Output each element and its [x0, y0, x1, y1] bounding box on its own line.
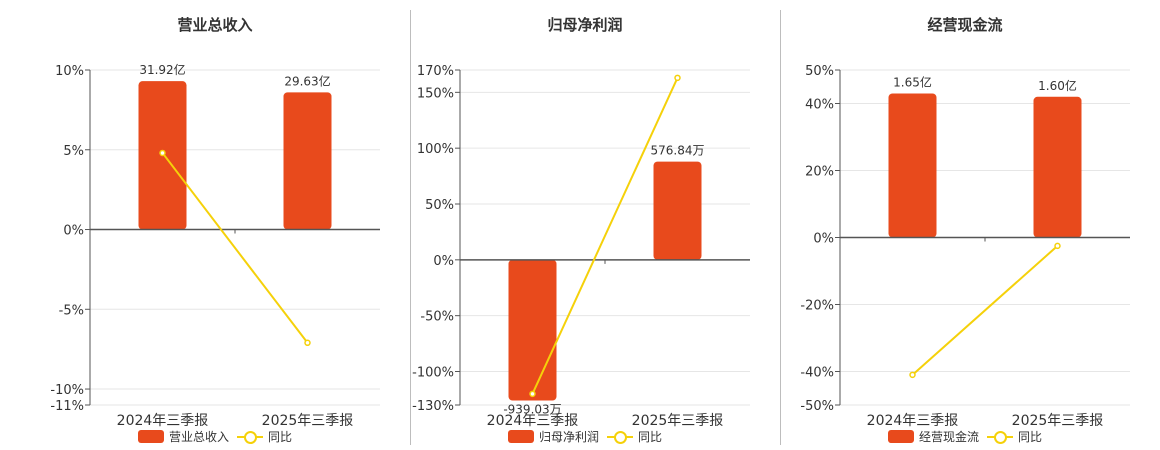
panel-divider [780, 10, 781, 445]
y-tick-label: -5% [59, 303, 84, 318]
y-tick-label: 0% [813, 232, 834, 247]
bar [508, 259, 557, 401]
y-tick-label: 5% [63, 144, 84, 159]
y-tick-label: -50% [420, 310, 454, 325]
bar [653, 161, 702, 260]
chart-panel-net-profit: 归母净利润 170% 150% 100% 50% 0% -50% -100% -130% -93… [400, 0, 770, 450]
bar-data-label: 1.65亿 [893, 74, 932, 89]
legend-line-label: 同比 [638, 430, 663, 444]
x-category-label: 2025年三季报 [1012, 413, 1104, 429]
y-tick-label: 100% [417, 142, 454, 157]
x-category-label: 2024年三季报 [487, 413, 579, 429]
y-tick-label: -40% [800, 366, 834, 381]
legend-line-swatch [237, 430, 263, 444]
legend-bar-label: 归母净利润 [538, 430, 599, 444]
legend-bar-swatch [137, 430, 164, 443]
y-tick-label: 0% [63, 224, 84, 239]
chart-net-profit: 170% 150% 100% 50% 0% -50% -100% -130% -939.03万 5… [412, 64, 750, 429]
legend: 营业总收入 同比 [30, 428, 400, 445]
legend-bar-swatch [887, 430, 914, 443]
y-tick-label: 170% [417, 64, 454, 79]
y-tick-label: 150% [417, 86, 454, 101]
legend-item-bar[interactable]: 营业总收入 [137, 428, 229, 445]
legend-item-bar[interactable]: 经营现金流 [887, 428, 979, 445]
y-tick-label: -11% [50, 399, 84, 414]
y-tick-label: -50% [800, 399, 834, 414]
bar [283, 92, 332, 230]
x-category-label: 2025年三季报 [262, 413, 354, 429]
y-tick-label: 40% [805, 98, 834, 113]
chart-title: 归母净利润 [547, 16, 623, 34]
x-category-label: 2024年三季报 [867, 413, 959, 429]
yoy-line [911, 245, 1059, 376]
bar [1033, 96, 1082, 238]
x-category-label: 2025年三季报 [632, 413, 724, 429]
legend: 经营现金流 同比 [780, 428, 1150, 445]
legend-item-line[interactable]: 同比 [607, 428, 662, 445]
bar-data-label: -939.03万 [503, 403, 561, 417]
bar-data-label: 29.63亿 [284, 73, 330, 88]
chart-title: 营业总收入 [177, 16, 253, 34]
y-tick-label: 20% [805, 165, 834, 180]
chart-cash-flow: 50% 40% 20% 0% -20% -40% -50% 1.65亿 1.60亿 2024年三季… [800, 64, 1130, 429]
yoy-point [1054, 242, 1061, 250]
y-tick-label: 10% [55, 64, 84, 79]
yoy-point [304, 339, 311, 347]
y-tick-label: -20% [800, 299, 834, 314]
yoy-point [674, 74, 681, 82]
yoy-line [531, 77, 679, 395]
legend-bar-label: 营业总收入 [168, 430, 229, 444]
yoy-point [529, 390, 536, 398]
chart-panel-cash-flow: 经营现金流 50% 40% 20% 0% -20% -40% -50% 1.65亿 1.60亿 2… [780, 0, 1150, 450]
yoy-line [161, 152, 309, 344]
legend-item-bar[interactable]: 归母净利润 [507, 428, 599, 445]
panel-divider [410, 10, 411, 445]
legend-line-label: 同比 [268, 430, 293, 444]
legend-bar-label: 经营现金流 [918, 430, 979, 444]
y-tick-label: 0% [433, 254, 454, 269]
legend-line-label: 同比 [1018, 430, 1043, 444]
y-tick-label: 50% [805, 64, 834, 79]
legend-line-swatch [607, 430, 633, 444]
chart-panel-revenue: 营业总收入 10% 5% 0% -5% -10% -11% 31.92亿 29.63亿 2024… [30, 0, 400, 450]
y-tick-label: -130% [412, 399, 454, 414]
bar-data-label: 31.92亿 [139, 62, 185, 77]
y-tick-label: -100% [412, 366, 454, 381]
y-tick-label: 50% [425, 198, 454, 213]
yoy-point [159, 149, 166, 157]
x-category-label: 2024年三季报 [117, 413, 209, 429]
legend-item-line[interactable]: 同比 [237, 428, 292, 445]
legend-bar-swatch [507, 430, 534, 443]
yoy-point [909, 371, 916, 379]
legend-item-line[interactable]: 同比 [987, 428, 1042, 445]
legend: 归母净利润 同比 [400, 428, 770, 445]
chart-title: 经营现金流 [927, 16, 1003, 34]
bar-data-label: 1.60亿 [1038, 78, 1077, 93]
y-tick-label: -10% [50, 383, 84, 398]
bar [888, 93, 937, 238]
bar-data-label: 576.84万 [651, 144, 705, 158]
legend-line-swatch [987, 430, 1013, 444]
chart-revenue: 10% 5% 0% -5% -10%-11% 31.92亿 29.63亿 2024年三季报 20… [50, 62, 380, 429]
